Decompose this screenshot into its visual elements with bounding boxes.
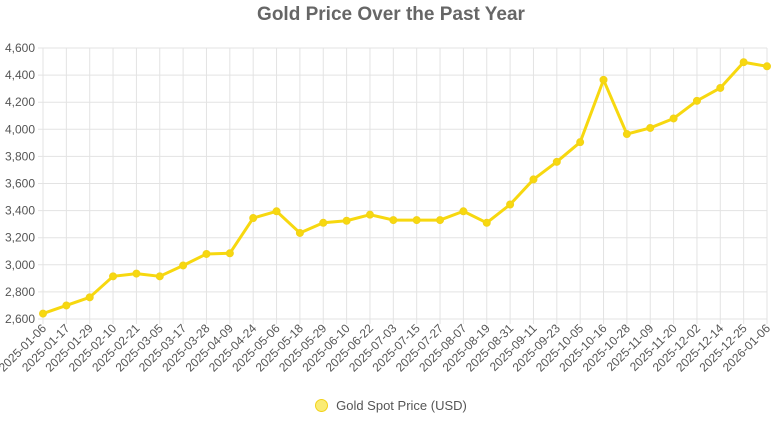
data-point[interactable] <box>249 214 258 223</box>
data-point[interactable] <box>506 200 515 209</box>
y-tick-label: 3,800 <box>5 149 35 163</box>
data-point[interactable] <box>62 301 71 310</box>
data-point[interactable] <box>342 216 351 225</box>
x-axis-tick-labels: 2025-01-062025-01-172025-01-292025-02-10… <box>0 321 773 375</box>
legend-swatch <box>315 399 329 412</box>
y-tick-label: 4,600 <box>5 41 35 55</box>
data-point[interactable] <box>225 249 234 258</box>
data-point[interactable] <box>295 228 304 237</box>
y-tick-label: 3,000 <box>5 258 35 272</box>
data-point[interactable] <box>85 293 94 302</box>
data-point[interactable] <box>132 269 141 278</box>
y-tick-label: 3,400 <box>5 204 35 218</box>
grid-lines <box>38 47 768 324</box>
data-point[interactable] <box>552 157 561 166</box>
series-line <box>41 60 769 316</box>
data-point[interactable] <box>459 207 468 216</box>
data-point[interactable] <box>529 175 538 184</box>
data-point[interactable] <box>716 83 725 92</box>
data-point[interactable] <box>692 96 701 105</box>
y-tick-label: 2,800 <box>5 285 35 299</box>
y-tick-label: 4,400 <box>5 68 35 82</box>
data-point[interactable] <box>179 261 188 270</box>
data-point[interactable] <box>39 309 47 318</box>
legend-label: Gold Spot Price (USD) <box>336 398 467 413</box>
data-point[interactable] <box>669 114 678 123</box>
y-tick-label: 4,200 <box>5 95 35 109</box>
y-tick-label: 2,600 <box>5 312 35 326</box>
data-point[interactable] <box>436 216 445 225</box>
data-point[interactable] <box>739 58 748 67</box>
data-point[interactable] <box>202 249 211 258</box>
data-point[interactable] <box>599 75 608 84</box>
data-point[interactable] <box>365 210 374 219</box>
y-tick-label: 3,600 <box>5 177 35 191</box>
legend[interactable]: Gold Spot Price (USD) <box>0 398 782 413</box>
data-point[interactable] <box>155 272 164 281</box>
data-point[interactable] <box>482 218 491 227</box>
data-point[interactable] <box>272 207 281 216</box>
y-tick-label: 4,000 <box>5 122 35 136</box>
data-point[interactable] <box>646 123 655 132</box>
data-point[interactable] <box>389 216 398 225</box>
data-point[interactable] <box>412 216 421 225</box>
data-point[interactable] <box>576 138 585 147</box>
chart-title: Gold Price Over the Past Year <box>257 4 525 25</box>
data-point[interactable] <box>319 218 328 227</box>
data-point[interactable] <box>763 62 771 71</box>
series-points-layer <box>39 58 771 318</box>
y-tick-label: 3,200 <box>5 231 35 245</box>
data-point[interactable] <box>109 272 118 281</box>
y-axis-tick-labels: 2,600 2,800 3,000 3,200 3,400 3,600 3,800 4,000… <box>5 41 35 326</box>
series-line-layer <box>41 60 769 316</box>
data-point[interactable] <box>622 130 631 139</box>
